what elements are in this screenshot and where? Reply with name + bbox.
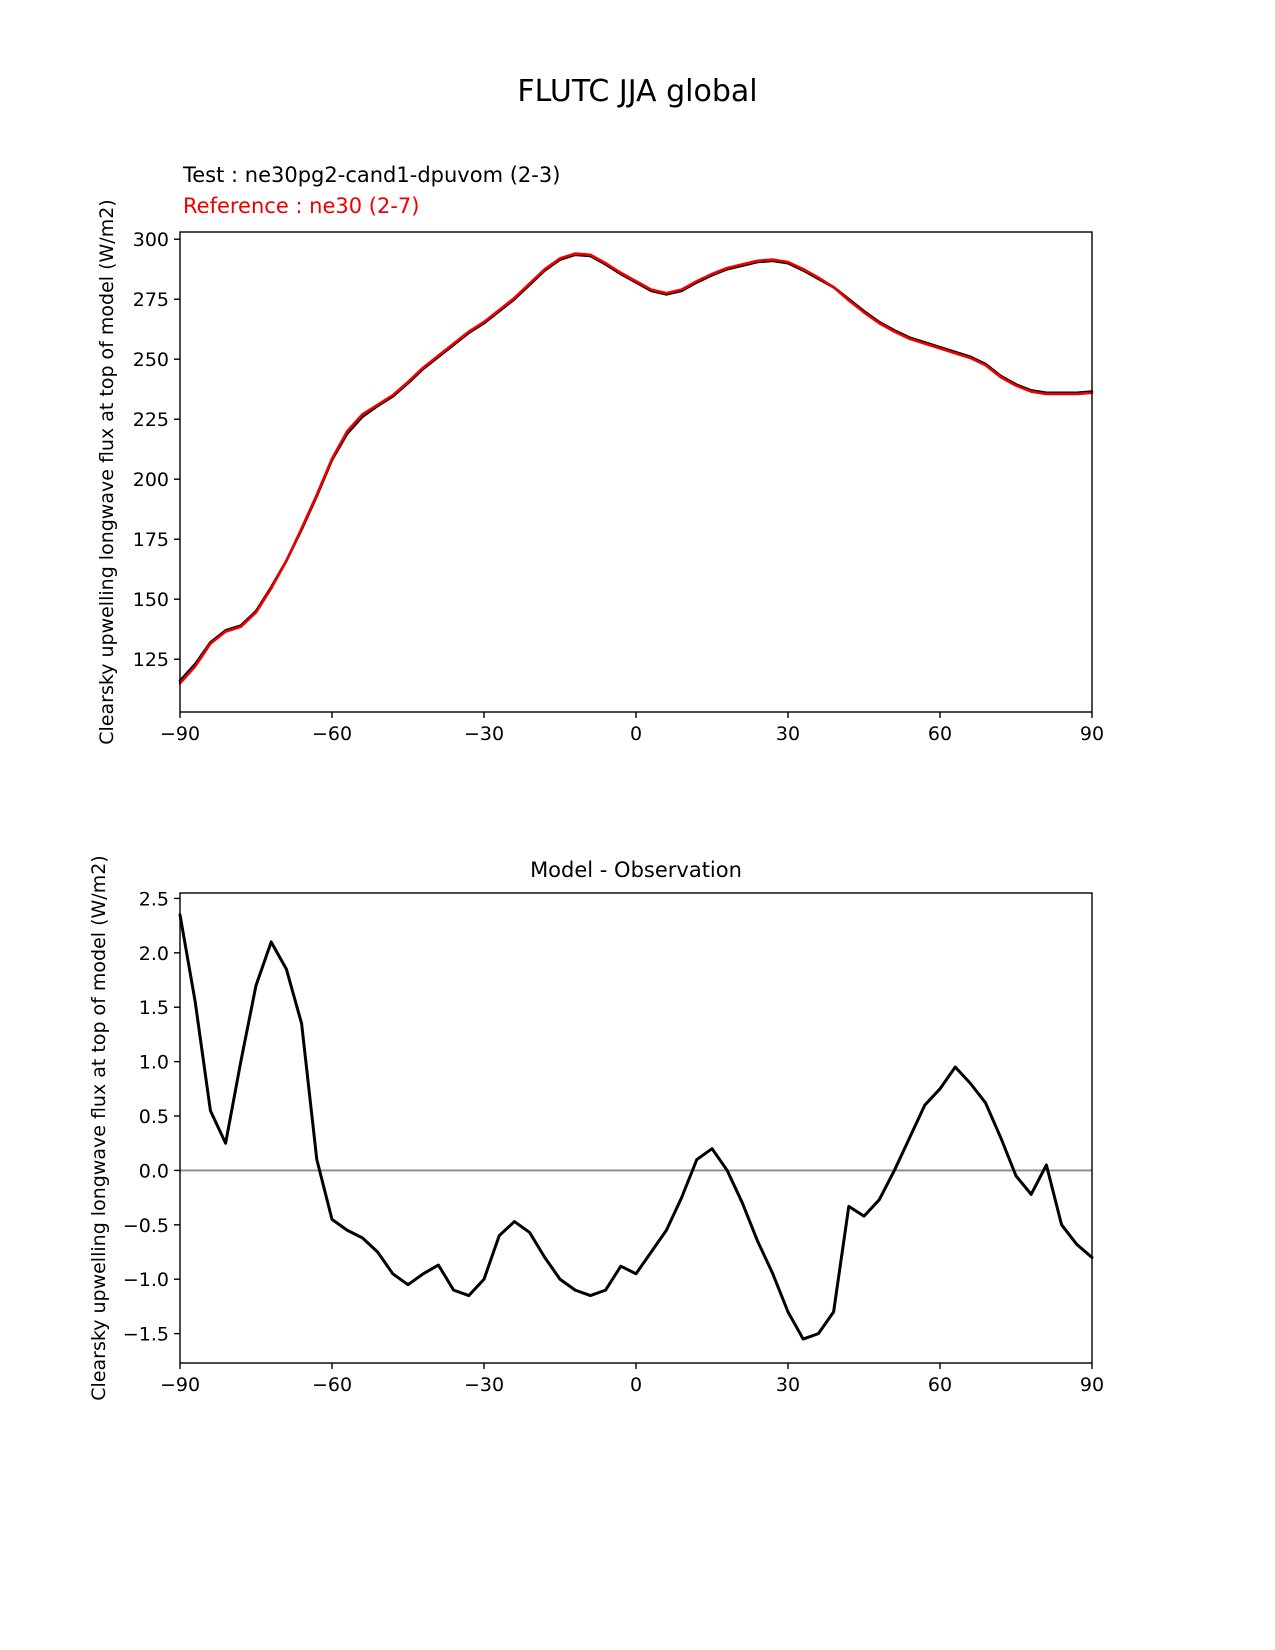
x-tick-label: 60 — [928, 1374, 952, 1396]
y-tick-label: −1.0 — [123, 1269, 169, 1291]
bottom-chart-ylabel: Clearsky upwelling longwave flux at top … — [88, 855, 110, 1401]
x-tick-label: −90 — [160, 723, 200, 745]
x-tick-label: −60 — [312, 1374, 352, 1396]
figure-title: FLUTC JJA global — [517, 74, 758, 109]
y-tick-label: 250 — [133, 349, 169, 371]
y-tick-label: 2.0 — [139, 943, 169, 965]
y-tick-label: 1.5 — [139, 997, 169, 1019]
y-tick-label: 300 — [133, 229, 169, 251]
reference-series-label: Reference : ne30 (2-7) — [183, 194, 420, 218]
series-line — [178, 252, 1094, 685]
top-chart-ylabel: Clearsky upwelling longwave flux at top … — [96, 199, 118, 745]
bottom-chart: −90 −60 −30 0 30 60 90 −1.5 −1.0 −0.5 0.0 0.5 1.0 1.5… — [123, 888, 1104, 1396]
x-tick-label: 90 — [1080, 723, 1104, 745]
y-tick-label: 150 — [133, 589, 169, 611]
y-tick-label: 125 — [133, 649, 169, 671]
x-tick-label: −30 — [464, 723, 504, 745]
x-tick-label: 90 — [1080, 1374, 1104, 1396]
x-tick-label: 60 — [928, 723, 952, 745]
y-tick-label: 225 — [133, 409, 169, 431]
x-tick-label: 0 — [630, 723, 642, 745]
y-tick-label: 0.5 — [139, 1106, 169, 1128]
y-tick-label: 200 — [133, 469, 169, 491]
series-line — [178, 913, 1094, 1341]
top-chart: −90 −60 −30 0 30 60 90 125 150 175 200 225 250 275 300 — [133, 229, 1104, 745]
x-tick-label: 30 — [776, 723, 800, 745]
y-tick-label: −0.5 — [123, 1215, 169, 1237]
bottom-chart-title: Model - Observation — [530, 858, 742, 882]
x-tick-label: −90 — [160, 1374, 200, 1396]
series-line — [178, 253, 1094, 683]
y-tick-label: 175 — [133, 529, 169, 551]
x-tick-label: −30 — [464, 1374, 504, 1396]
test-series-label: Test : ne30pg2-cand1-dpuvom (2-3) — [183, 163, 561, 187]
x-tick-label: 30 — [776, 1374, 800, 1396]
y-tick-label: 1.0 — [139, 1052, 169, 1074]
y-tick-label: −1.5 — [123, 1324, 169, 1346]
y-tick-label: 275 — [133, 289, 169, 311]
x-tick-label: −60 — [312, 723, 352, 745]
y-tick-label: 2.5 — [139, 888, 169, 910]
y-tick-label: 0.0 — [139, 1160, 169, 1182]
x-tick-label: 0 — [630, 1374, 642, 1396]
